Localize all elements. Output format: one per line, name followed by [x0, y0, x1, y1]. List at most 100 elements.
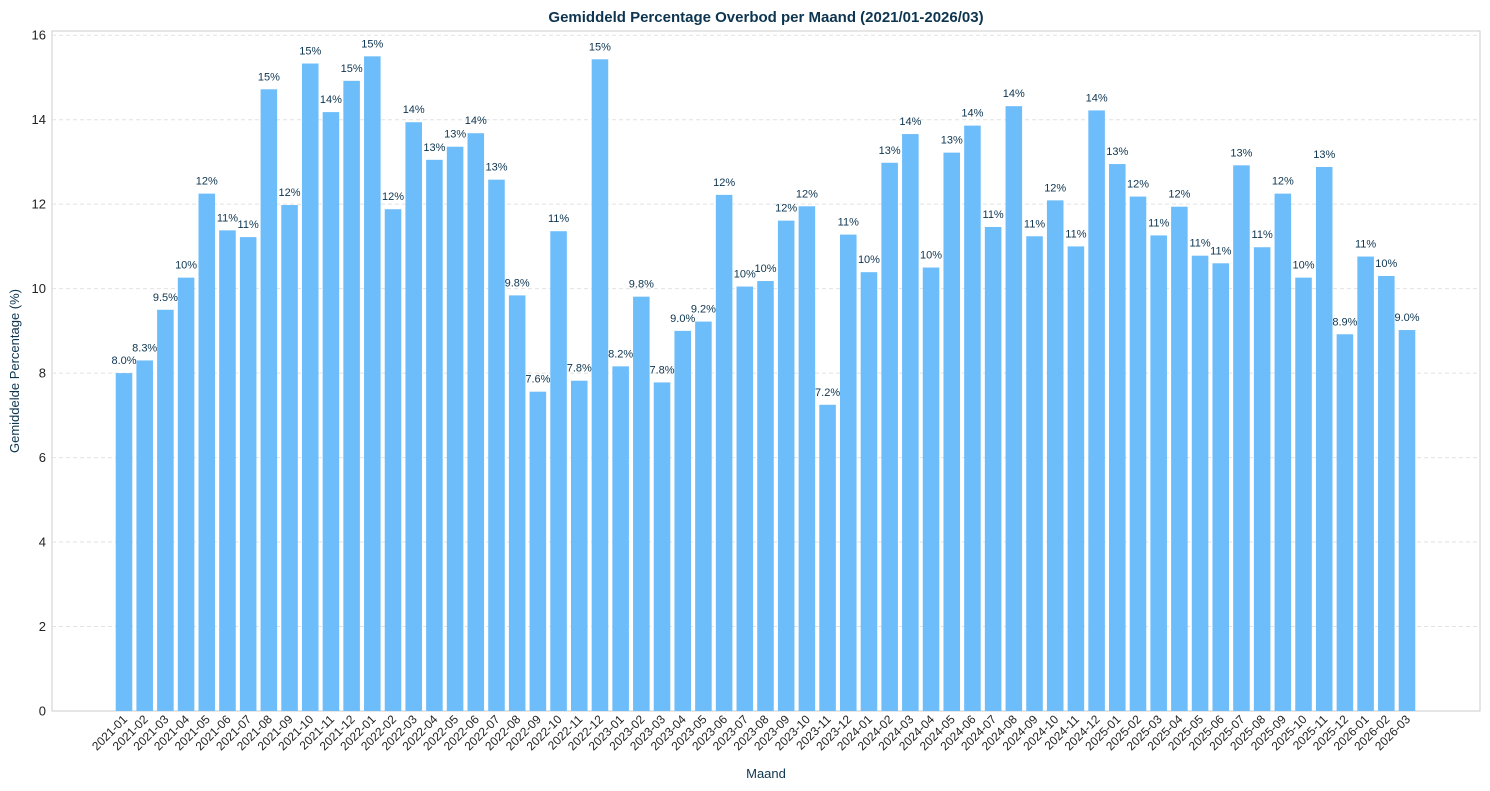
data-label: 13% [444, 129, 466, 141]
bar [633, 296, 650, 711]
data-label: 12% [775, 203, 797, 215]
data-label: 12% [1127, 179, 1149, 191]
data-label: 7.8% [567, 363, 592, 375]
bar [591, 59, 609, 711]
data-label: 14% [465, 115, 487, 127]
bar [301, 63, 319, 712]
data-label: 11% [1148, 217, 1169, 229]
data-label: 9.8% [505, 277, 530, 289]
bar [570, 380, 588, 711]
bar [1005, 106, 1023, 712]
bar [1191, 255, 1209, 711]
data-label: 8.9% [1332, 316, 1357, 328]
bar [1171, 206, 1188, 712]
bar [922, 267, 940, 711]
bar [198, 193, 216, 711]
bar [426, 159, 443, 711]
bar [529, 391, 547, 711]
data-label: 13% [485, 162, 507, 174]
data-label: 15% [341, 63, 363, 75]
data-label: 10% [858, 254, 880, 266]
data-label: 13% [879, 145, 901, 157]
data-label: 10% [175, 260, 197, 272]
data-label: 14% [899, 116, 921, 128]
data-label: 13% [1106, 146, 1128, 158]
bar [405, 122, 422, 712]
bar [902, 134, 919, 711]
bar [115, 373, 133, 711]
data-label: 14% [1086, 92, 1108, 104]
bar [881, 162, 898, 712]
data-label: 11% [1210, 245, 1231, 257]
data-label: 11% [238, 219, 259, 231]
bar [860, 272, 878, 711]
bar [757, 281, 774, 711]
bar [1336, 334, 1354, 711]
data-label: 11% [217, 212, 238, 224]
data-label: 7.8% [649, 364, 674, 376]
data-label: 14% [961, 108, 983, 120]
y-tick-label: 2 [39, 619, 46, 634]
data-label: 11% [1024, 218, 1045, 230]
bar [550, 231, 567, 711]
y-tick-label: 4 [39, 535, 46, 550]
bar [819, 404, 836, 711]
data-label: 10% [754, 263, 776, 275]
bar [1378, 275, 1395, 711]
data-label: 13% [1313, 149, 1335, 161]
bar [1274, 193, 1292, 711]
bar [1212, 263, 1230, 711]
x-axis-label: Maand [746, 766, 786, 781]
y-tick-label: 6 [39, 450, 46, 465]
data-label: 11% [838, 217, 859, 229]
bar [1088, 110, 1105, 711]
data-label: 8.0% [111, 355, 136, 367]
bar [467, 133, 485, 711]
bar [1129, 196, 1147, 712]
data-label: 7.2% [815, 387, 840, 399]
bar [1067, 246, 1085, 711]
data-label: 10% [734, 269, 756, 281]
bar [1357, 256, 1374, 711]
data-label: 11% [1065, 228, 1086, 240]
y-tick-label: 8 [39, 366, 46, 381]
bar [239, 237, 257, 711]
data-label: 12% [382, 191, 404, 203]
data-label: 10% [1293, 260, 1315, 272]
data-label: 8.3% [132, 342, 157, 354]
y-tick-label: 12 [32, 197, 46, 212]
data-label: 10% [1375, 258, 1397, 270]
data-label: 14% [1003, 88, 1025, 100]
bar [674, 330, 692, 711]
bar [157, 309, 174, 711]
chart-title: Gemiddeld Percentage Overbod per Maand (… [548, 9, 983, 26]
data-label: 12% [279, 187, 301, 199]
bar [984, 226, 1002, 711]
bar [322, 112, 340, 712]
data-label: 12% [796, 188, 818, 200]
bar [488, 179, 505, 712]
bar [839, 234, 857, 711]
data-label: 14% [320, 94, 342, 106]
bar [1026, 236, 1043, 711]
data-label: 9.2% [691, 304, 716, 316]
bar [1150, 235, 1167, 711]
data-label: 15% [361, 38, 383, 50]
data-label: 11% [1355, 239, 1376, 251]
x-axis-ticks: 2021-012021-022021-032021-042021-052021-… [89, 712, 1413, 753]
y-tick-label: 14 [32, 112, 46, 127]
bar [219, 230, 236, 711]
data-label: 11% [1252, 229, 1273, 241]
data-label: 10% [920, 250, 942, 262]
bars [115, 56, 1416, 712]
bar [446, 146, 464, 712]
data-label: 11% [983, 209, 1004, 221]
data-label: 9.5% [153, 292, 178, 304]
data-label: 8.2% [608, 348, 633, 360]
bar [943, 152, 961, 711]
y-axis-label: Gemiddelde Percentage (%) [7, 289, 22, 453]
bar [1295, 277, 1312, 711]
bar [1398, 330, 1416, 711]
bar [1046, 200, 1064, 711]
bar [695, 321, 712, 711]
